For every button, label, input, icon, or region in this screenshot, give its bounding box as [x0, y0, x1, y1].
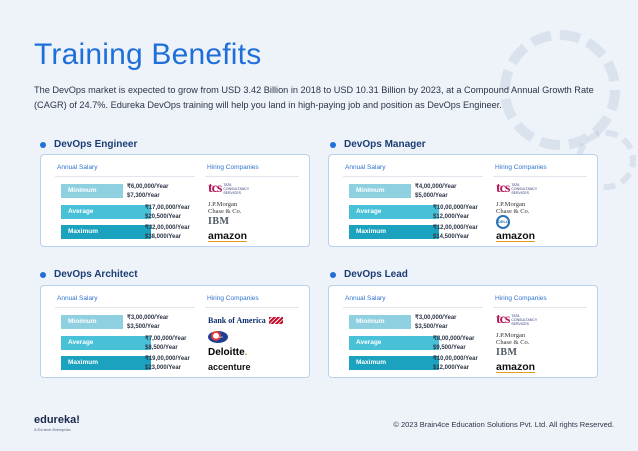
average-bar: Average: [349, 336, 439, 350]
section-title: DevOps Lead: [344, 269, 408, 280]
minimum-bar: Minimum: [349, 184, 411, 198]
bullet-icon: [40, 141, 46, 148]
intro-paragraph: The DevOps market is expected to grow fr…: [34, 85, 594, 110]
average-salary: ₹7,00,000/Year $8,500/Year: [145, 336, 187, 351]
average-bar: Average: [61, 205, 151, 219]
minimum-salary: ₹6,00,000/Year $7,300/Year: [127, 184, 169, 199]
divider: [343, 176, 483, 177]
divider: [55, 307, 195, 308]
minimum-bar: Minimum: [61, 315, 123, 329]
maximum-salary: ₹12,00,000/Year $14,500/Year: [433, 225, 478, 240]
copyright-text: © 2023 Brain4ce Education Solutions Pvt.…: [393, 420, 614, 429]
maximum-bar: Maximum: [61, 356, 151, 370]
annual-salary-label: Annual Salary: [345, 164, 386, 171]
section-title: DevOps Manager: [344, 139, 426, 150]
flag-icon: [268, 317, 283, 324]
minimum-bar: Minimum: [61, 184, 123, 198]
minimum-salary: ₹3,00,000/Year $3,500/Year: [127, 315, 169, 330]
average-bar: Average: [61, 336, 151, 350]
amazon-logo: amazon: [208, 230, 248, 242]
annual-salary-label: Annual Salary: [57, 164, 98, 171]
ibm-logo: IBM: [208, 216, 230, 227]
jpmorgan-logo: J.P.Morgan Chase & Co.: [496, 332, 530, 346]
jpmorgan-logo: J.P.Morgan Chase & Co.: [208, 201, 242, 215]
annual-salary-label: Annual Salary: [345, 295, 386, 302]
average-bar: Average: [349, 205, 439, 219]
brand-name: edureka!: [34, 414, 80, 426]
divider: [205, 307, 299, 308]
card-devops-manager: Annual Salary Hiring Companies Minimum ₹…: [328, 154, 598, 247]
amazon-logo: amazon: [496, 230, 536, 242]
section-devops-manager: DevOps Manager: [330, 139, 426, 150]
annual-salary-label: Annual Salary: [57, 295, 98, 302]
section-title: DevOps Engineer: [54, 139, 138, 150]
maximum-bar: Maximum: [349, 225, 439, 239]
brand-tagline: A Ed-tech Enterprise: [34, 427, 71, 432]
bank-of-america-logo: Bank of America: [208, 316, 283, 325]
section-devops-architect: DevOps Architect: [40, 269, 138, 280]
divider: [205, 176, 299, 177]
sapient-logo: sapient: [208, 331, 228, 343]
card-devops-lead: Annual Salary Hiring Companies Minimum ₹…: [328, 285, 598, 378]
jpmorgan-logo: J.P.Morgan Chase & Co.: [496, 201, 530, 215]
minimum-salary: ₹4,00,000/Year $5,000/Year: [415, 184, 457, 199]
background-gear-icon: [500, 30, 620, 150]
maximum-salary: ₹10,00,000/Year $12,000/Year: [433, 356, 478, 371]
average-salary: ₹17,00,000/Year $20,500/Year: [145, 205, 190, 220]
section-devops-lead: DevOps Lead: [330, 269, 408, 280]
amazon-logo: amazon: [496, 361, 536, 373]
ibm-logo: IBM: [496, 347, 518, 358]
tcs-logo: tcs TATA CONSULTANCY SERVICES: [496, 181, 538, 196]
card-devops-engineer: Annual Salary Hiring Companies Minimum ₹…: [40, 154, 310, 247]
deloitte-logo: Deloitte.: [208, 347, 248, 358]
page-title: Training Benefits: [34, 38, 262, 71]
edureka-logo[interactable]: edureka! A Ed-tech Enterprise: [34, 414, 80, 432]
tcs-logo: tcs TATA CONSULTANCY SERVICES: [496, 312, 538, 327]
card-devops-architect: Annual Salary Hiring Companies Minimum ₹…: [40, 285, 310, 378]
maximum-bar: Maximum: [349, 356, 439, 370]
average-salary: ₹10,00,000/Year $12,000/Year: [433, 205, 478, 220]
hiring-companies-label: Hiring Companies: [207, 295, 259, 302]
hiring-companies-label: Hiring Companies: [495, 295, 547, 302]
average-salary: ₹8,00,000/Year $9,500/Year: [433, 336, 475, 351]
divider: [343, 307, 483, 308]
hiring-companies-label: Hiring Companies: [495, 164, 547, 171]
maximum-bar: Maximum: [61, 225, 151, 239]
divider: [493, 176, 587, 177]
maximum-salary: ₹32,00,000/Year $38,000/Year: [145, 225, 190, 240]
section-title: DevOps Architect: [54, 269, 138, 280]
bullet-icon: [330, 271, 336, 278]
divider: [493, 307, 587, 308]
divider: [55, 176, 195, 177]
dell-logo: DELL: [496, 215, 510, 229]
maximum-salary: ₹19,00,000/Year $23,000/Year: [145, 356, 190, 371]
bullet-icon: [330, 141, 336, 148]
minimum-salary: ₹3,00,000/Year $3,500/Year: [415, 315, 457, 330]
tcs-logo: tcs TATA CONSULTANCY SERVICES: [208, 181, 250, 196]
bullet-icon: [40, 271, 46, 278]
accenture-logo: accenture: [208, 362, 251, 372]
minimum-bar: Minimum: [349, 315, 411, 329]
hiring-companies-label: Hiring Companies: [207, 164, 259, 171]
section-devops-engineer: DevOps Engineer: [40, 139, 137, 150]
